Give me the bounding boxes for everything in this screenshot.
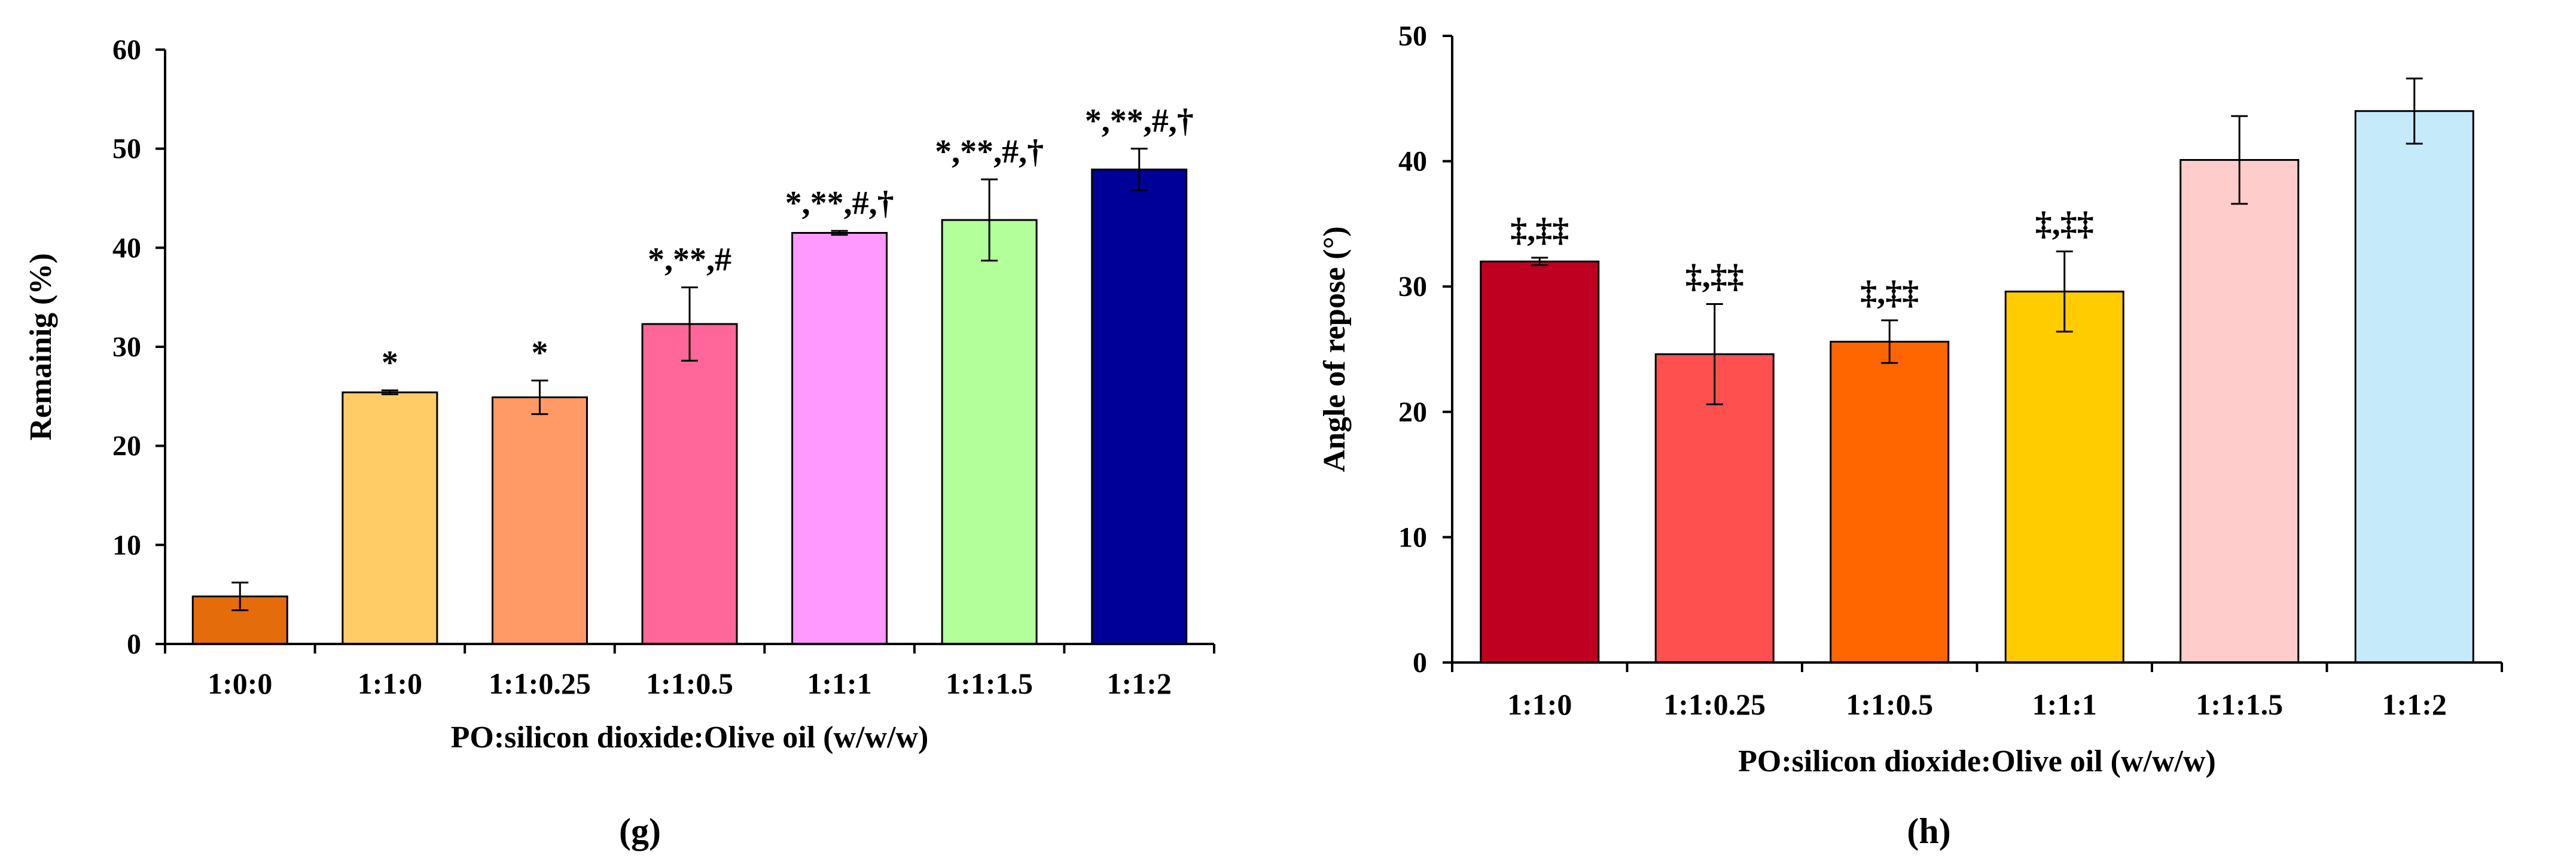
significance-label: *,**,#,†	[1085, 103, 1194, 140]
panel-g-chart: 0 10 20 30 40 50 60 * * *,**,# *,**,#,† *,**,#,† *,*…	[24, 34, 1215, 851]
panel-caption: (h)	[1907, 811, 1950, 851]
bar-4	[641, 323, 738, 645]
y-axis-title: Angle of repose (°)	[1318, 226, 1352, 472]
bar-5	[2179, 159, 2300, 664]
x-category-label: 1:1:0.5	[1846, 688, 1933, 721]
caption-paren-close: )	[1939, 811, 1951, 851]
x-category-label: 1:0:0	[208, 667, 272, 700]
y-tick-label: 50	[112, 133, 141, 165]
bar-6	[2354, 110, 2474, 664]
x-category-label: 1:1:0.25	[1663, 688, 1766, 721]
significance-label: *,**,#,†	[935, 133, 1044, 170]
x-category-label: 1:1:1	[807, 667, 871, 700]
bar-3	[491, 396, 588, 645]
panel-caption: (g)	[619, 811, 661, 851]
y-tick-label: 10	[1398, 521, 1427, 553]
y-tick-label: 40	[1398, 146, 1427, 178]
significance-label: *	[382, 344, 398, 381]
bar-5	[791, 231, 888, 645]
y-tick-label: 0	[127, 628, 141, 660]
caption-letter: h	[1919, 811, 1938, 851]
bar-3	[1830, 340, 1950, 664]
x-category-label: 1:1:2	[1107, 667, 1172, 700]
y-tick-label: 10	[112, 529, 141, 561]
bar-4	[2004, 291, 2124, 664]
bar-7	[1091, 168, 1188, 645]
y-tick-label: 30	[112, 331, 141, 363]
caption-paren-open: (	[619, 811, 631, 851]
caption-letter: g	[631, 811, 649, 851]
x-category-label: 1:1:0.5	[646, 667, 733, 700]
y-axis-title: Remainig (%)	[24, 253, 58, 440]
caption-paren-close: )	[649, 811, 661, 851]
significance-label: ‡,‡‡	[1685, 258, 1744, 295]
x-category-label: 1:1:1	[2032, 688, 2097, 721]
x-category-label: 1:1:0.25	[489, 667, 591, 700]
significance-label: *	[531, 334, 548, 371]
y-tick-label: 20	[1398, 396, 1427, 428]
caption-paren-open: (	[1907, 811, 1919, 851]
y-tick-label: 40	[112, 232, 141, 264]
significance-label: ‡,‡‡	[2035, 206, 2094, 243]
x-category-label: 1:1:2	[2382, 688, 2447, 721]
x-axis-title: PO:silicon dioxide:Olive oil (w/w/w)	[451, 720, 929, 755]
significance-label: *,**,#	[648, 242, 731, 279]
y-tick-label: 50	[1398, 20, 1427, 52]
x-category-label: 1:1:1.5	[2196, 688, 2283, 721]
y-tick-label: 20	[112, 431, 141, 462]
significance-label: ‡,‡‡	[1510, 212, 1569, 249]
bar-1	[1480, 260, 1600, 664]
y-tick-label: 0	[1413, 647, 1427, 679]
x-axis-title: PO:silicon dioxide:Olive oil (w/w/w)	[1738, 744, 2216, 778]
y-tick-label: 60	[112, 34, 141, 66]
bar-6	[941, 219, 1038, 645]
significance-label: ‡,‡‡	[1860, 274, 1919, 312]
bar-2	[342, 391, 438, 645]
panel-h-chart: 0 10 20 30 40 50 ‡,‡‡ ‡,‡‡ ‡,‡‡ ‡,‡‡ 1:1:0 1:1:0.25…	[1318, 20, 2503, 851]
x-category-label: 1:1:1.5	[946, 667, 1033, 700]
significance-label: *,**,#,†	[785, 185, 894, 222]
x-category-label: 1:1:0	[1507, 688, 1572, 721]
y-tick-label: 30	[1398, 271, 1427, 303]
x-category-label: 1:1:0	[358, 667, 422, 700]
